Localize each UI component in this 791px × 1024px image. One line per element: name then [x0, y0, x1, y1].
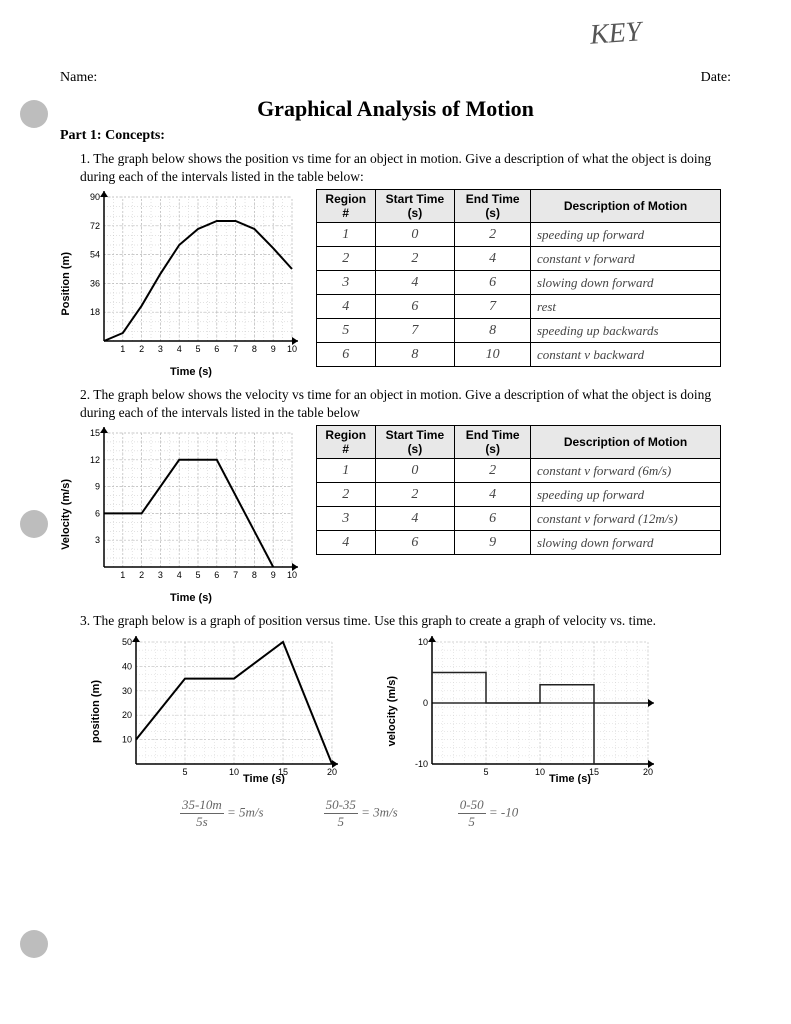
page-title: Graphical Analysis of Motion [60, 96, 731, 122]
svg-text:1: 1 [120, 344, 125, 354]
svg-text:10: 10 [418, 637, 428, 647]
svg-text:50: 50 [122, 637, 132, 647]
svg-text:-10: -10 [415, 759, 428, 769]
table-row: 102constant v forward (6m/s) [317, 459, 721, 483]
calc-3: 0-505 = -10 [458, 797, 518, 830]
svg-text:10: 10 [535, 767, 545, 777]
svg-text:72: 72 [90, 221, 100, 231]
calc-1: 35-10m5s = 5m/s [180, 797, 264, 830]
table-row: 346constant v forward (12m/s) [317, 507, 721, 531]
question-1: 1. The graph below shows the position vs… [80, 150, 731, 185]
svg-text:Time (s): Time (s) [549, 773, 591, 784]
velocity-time-chart: 123456789103691215 [76, 425, 306, 585]
svg-text:10: 10 [229, 767, 239, 777]
svg-text:Time (s): Time (s) [243, 773, 285, 784]
svg-text:12: 12 [90, 455, 100, 465]
svg-text:40: 40 [122, 661, 132, 671]
svg-text:5: 5 [483, 767, 488, 777]
svg-text:8: 8 [252, 344, 257, 354]
chart3a-wrap: position (m) 51015201020304050Time (s) [90, 634, 346, 789]
svg-text:20: 20 [327, 767, 337, 777]
svg-text:5: 5 [195, 570, 200, 580]
svg-text:9: 9 [271, 570, 276, 580]
svg-text:9: 9 [271, 344, 276, 354]
svg-text:2: 2 [139, 344, 144, 354]
svg-text:8: 8 [252, 570, 257, 580]
svg-text:20: 20 [122, 710, 132, 720]
svg-text:18: 18 [90, 307, 100, 317]
svg-text:1: 1 [120, 570, 125, 580]
header-row: Name: Date: [60, 70, 731, 86]
velocity-time-chart-3: 5101520-10010Time (s) [402, 634, 662, 784]
svg-text:10: 10 [287, 344, 297, 354]
hole-punch [20, 510, 48, 538]
chart2-ylabel: Velocity (m/s) [60, 479, 72, 550]
chart3b-wrap: velocity (m/s) 5101520-10010Time (s) [386, 634, 662, 789]
svg-text:0: 0 [423, 698, 428, 708]
calc-2: 50-355 = 3m/s [324, 797, 398, 830]
chart1-ylabel: Position (m) [60, 252, 72, 316]
svg-text:7: 7 [233, 570, 238, 580]
question-3: 3. The graph below is a graph of positio… [80, 612, 731, 630]
svg-text:20: 20 [643, 767, 653, 777]
date-label: Date: [701, 70, 731, 86]
hole-punch [20, 930, 48, 958]
svg-text:30: 30 [122, 686, 132, 696]
table-row: 467rest [317, 295, 721, 319]
question-2: 2. The graph below shows the velocity vs… [80, 386, 731, 421]
svg-text:4: 4 [177, 570, 182, 580]
svg-text:54: 54 [90, 250, 100, 260]
svg-text:15: 15 [90, 428, 100, 438]
table-row: 102speeding up forward [317, 223, 721, 247]
chart3a-ylabel: position (m) [90, 680, 102, 743]
chart3b-ylabel: velocity (m/s) [386, 676, 398, 746]
chart1-xlabel: Time (s) [76, 366, 306, 378]
svg-text:9: 9 [95, 482, 100, 492]
svg-text:5: 5 [195, 344, 200, 354]
handwritten-calcs: 35-10m5s = 5m/s 50-355 = 3m/s 0-505 = -1… [180, 797, 731, 830]
svg-text:4: 4 [177, 344, 182, 354]
name-label: Name: [60, 70, 97, 86]
position-time-chart-1: 1 2 3 4 5 6 7 8 9 10 18 36 54 72 90 [76, 189, 306, 359]
motion-table-1: Region #Start Time (s)End Time (s)Descri… [316, 189, 721, 367]
svg-text:6: 6 [95, 509, 100, 519]
part1-title: Part 1: Concepts: [60, 128, 731, 144]
chart2-wrap: Velocity (m/s) 123456789103691215 Time (… [60, 425, 306, 604]
svg-text:10: 10 [122, 734, 132, 744]
table-row: 224speeding up forward [317, 483, 721, 507]
svg-text:3: 3 [158, 344, 163, 354]
table-row: 578speeding up backwards [317, 319, 721, 343]
svg-text:3: 3 [158, 570, 163, 580]
svg-text:7: 7 [233, 344, 238, 354]
svg-text:2: 2 [139, 570, 144, 580]
table-row: 346slowing down forward [317, 271, 721, 295]
table-row: 224constant v forward [317, 247, 721, 271]
svg-text:90: 90 [90, 192, 100, 202]
motion-table-2: Region #Start Time (s)End Time (s)Descri… [316, 425, 721, 555]
chart2-xlabel: Time (s) [76, 592, 306, 604]
svg-text:6: 6 [214, 570, 219, 580]
hole-punch [20, 100, 48, 128]
table-row: 6810constant v backward [317, 343, 721, 367]
svg-text:6: 6 [214, 344, 219, 354]
position-time-chart-3: 51015201020304050Time (s) [106, 634, 346, 784]
svg-text:3: 3 [95, 535, 100, 545]
table-row: 469slowing down forward [317, 531, 721, 555]
svg-text:10: 10 [287, 570, 297, 580]
key-annotation: KEY [589, 16, 642, 52]
svg-text:36: 36 [90, 278, 100, 288]
svg-text:5: 5 [182, 767, 187, 777]
chart1-wrap: Position (m) 1 2 3 4 5 6 7 8 9 10 18 36 54 72 90 Time … [60, 189, 306, 378]
